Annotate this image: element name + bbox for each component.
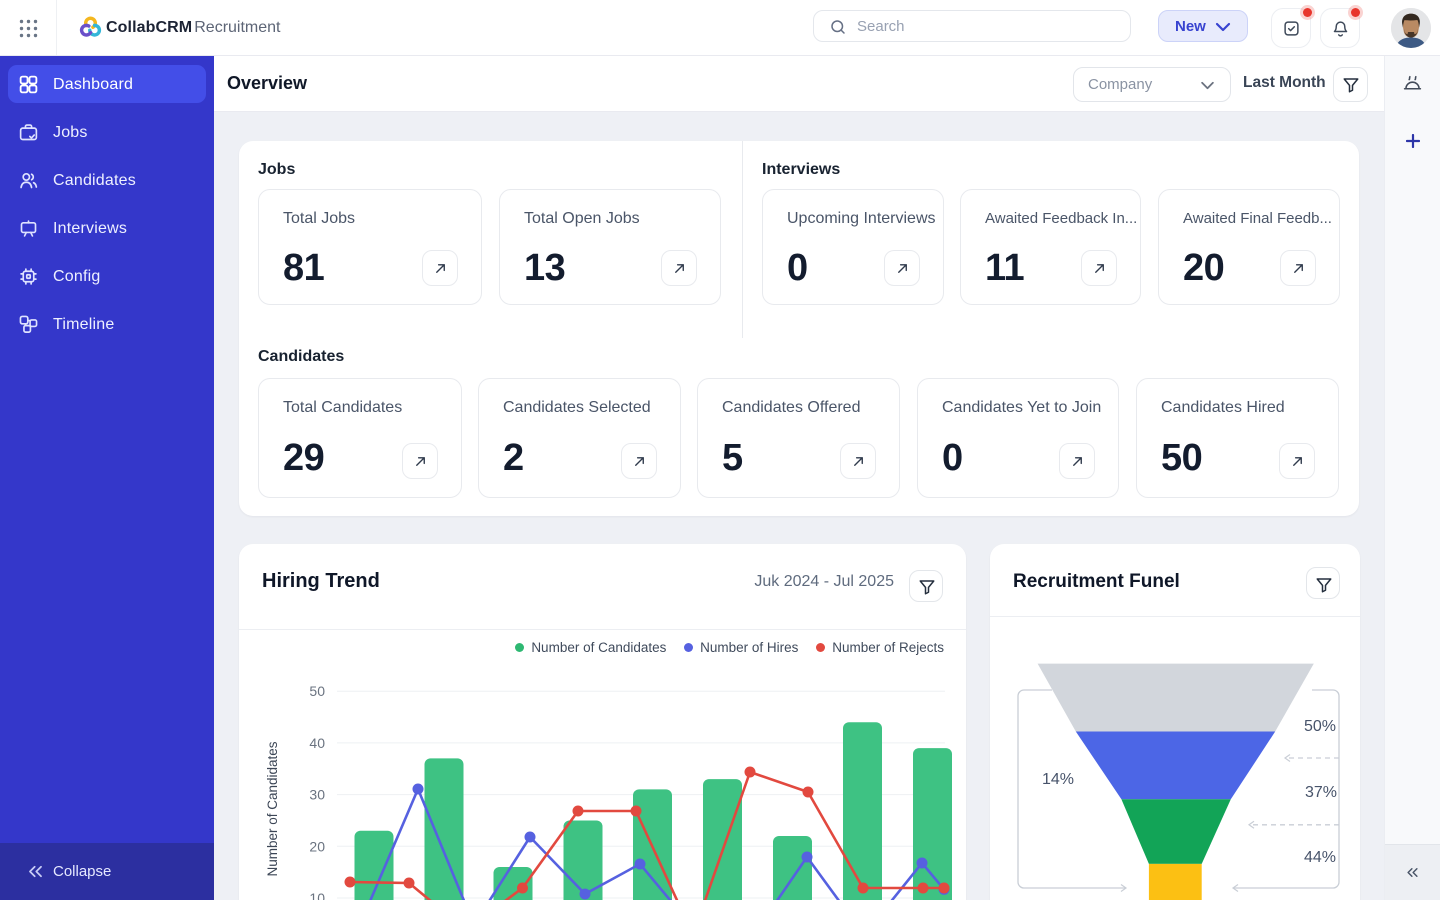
svg-text:40: 40 xyxy=(309,735,325,751)
svg-text:50: 50 xyxy=(309,683,325,699)
svg-text:37%: 37% xyxy=(1305,784,1337,801)
svg-text:14%: 14% xyxy=(1042,771,1074,788)
svg-text:20: 20 xyxy=(309,838,325,854)
svg-text:50%: 50% xyxy=(1304,718,1336,735)
svg-text:44%: 44% xyxy=(1304,849,1336,866)
svg-text:10: 10 xyxy=(309,890,325,900)
svg-text:Number of Candidates: Number of Candidates xyxy=(265,741,280,876)
svg-text:30: 30 xyxy=(309,787,325,803)
